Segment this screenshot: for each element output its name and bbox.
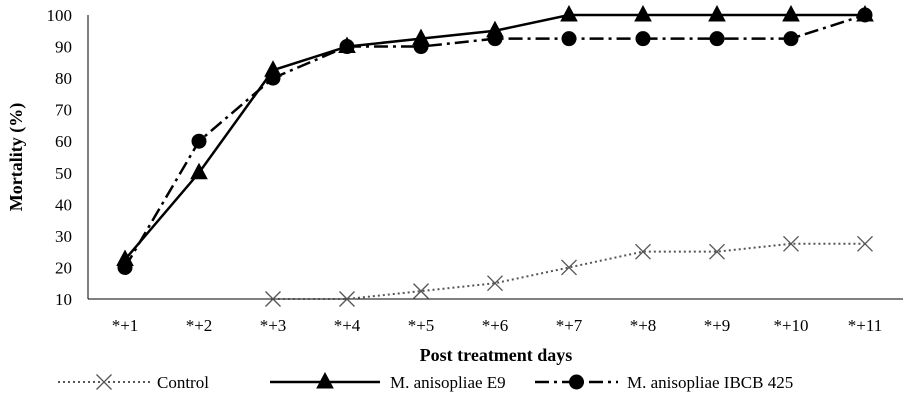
data-point <box>413 283 429 300</box>
legend-item: M. anisopliae IBCB 425 <box>535 373 793 392</box>
data-point <box>339 291 355 307</box>
data-point <box>265 291 281 307</box>
data-point <box>709 31 725 47</box>
series-circle <box>117 7 873 275</box>
data-point <box>561 259 577 276</box>
x-tick-label: *+11 <box>848 316 882 335</box>
series-line <box>123 13 866 269</box>
data-point <box>191 133 207 149</box>
x-tick-label: *+3 <box>260 316 287 335</box>
y-axis-title: Mortality (%) <box>6 103 27 211</box>
series-line <box>124 13 865 261</box>
data-point <box>487 31 503 47</box>
y-tick-labels: 10 20 30 40 50 60 70 80 90 100 <box>47 6 73 309</box>
data-point <box>709 243 725 260</box>
data-point <box>857 7 873 23</box>
y-tick-label: 90 <box>55 38 72 57</box>
data-point <box>634 4 652 22</box>
data-point <box>339 39 355 55</box>
legend-marker <box>316 371 334 389</box>
data-point <box>708 4 726 22</box>
x-axis-title: Post treatment days <box>420 345 573 365</box>
series-line <box>273 242 865 300</box>
data-point <box>413 39 429 55</box>
x-tick-label: *+1 <box>112 316 139 335</box>
data-point <box>783 235 799 252</box>
series-x <box>265 235 873 307</box>
data-point <box>265 70 281 86</box>
data-point <box>635 31 651 47</box>
y-tick-label: 60 <box>55 132 72 151</box>
legend-marker <box>96 374 112 390</box>
data-point <box>783 31 799 47</box>
legend-marker <box>569 374 584 390</box>
x-tick-label: *+4 <box>334 316 361 335</box>
y-tick-label: 100 <box>47 6 73 25</box>
y-tick-label: 30 <box>55 227 72 246</box>
x-tick-label: *+5 <box>408 316 435 335</box>
x-tick-label: *+9 <box>704 316 731 335</box>
y-tick-label: 20 <box>55 258 72 277</box>
y-tick-label: 50 <box>55 164 72 183</box>
legend-item: Control <box>58 373 209 392</box>
data-point <box>782 4 800 22</box>
data-point <box>560 4 578 22</box>
data-point <box>635 243 651 260</box>
data-point <box>487 275 503 292</box>
y-tick-label: 80 <box>55 69 72 88</box>
data-point <box>857 235 873 252</box>
legend-label: M. anisopliae E9 <box>390 373 506 392</box>
series-layer <box>116 4 874 307</box>
legend: Control M. anisopliae E9 M. anisopliae IBC… <box>58 371 793 392</box>
legend-label: Control <box>157 373 209 392</box>
y-tick-label: 10 <box>55 290 72 309</box>
data-point <box>561 31 577 47</box>
y-tick-label: 40 <box>55 195 72 214</box>
x-tick-label: *+10 <box>773 316 808 335</box>
legend-item: M. anisopliae E9 <box>270 371 506 392</box>
legend-label: M. anisopliae IBCB 425 <box>627 373 793 392</box>
data-point <box>117 259 133 275</box>
x-tick-label: *+2 <box>186 316 213 335</box>
axes <box>87 15 903 300</box>
x-tick-label: *+7 <box>556 316 583 335</box>
x-tick-label: *+6 <box>482 316 509 335</box>
x-tick-label: *+8 <box>630 316 657 335</box>
x-tick-labels: *+1 *+2 *+3 *+4 *+5 *+6 *+7 *+8 *+9 *+10 *+11 <box>112 316 883 335</box>
data-point <box>190 162 208 180</box>
y-tick-label: 70 <box>55 101 72 120</box>
